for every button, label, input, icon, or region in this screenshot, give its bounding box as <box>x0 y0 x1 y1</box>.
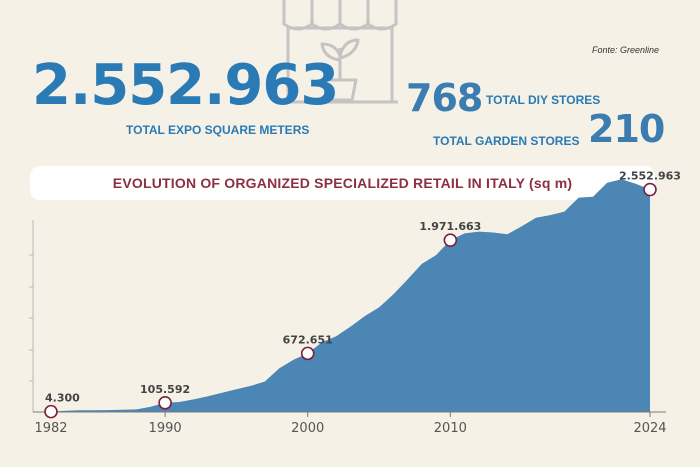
x-tick-label: 2024 <box>633 421 666 436</box>
source-note: Fonte: Greenline <box>592 45 660 55</box>
area-series <box>51 179 650 412</box>
garden-stores-value: 210 <box>588 107 665 151</box>
data-point-marker <box>44 404 58 419</box>
x-tick-label: 1990 <box>149 421 182 436</box>
garden-stores-label: TOTAL GARDEN STORES <box>433 134 580 148</box>
data-label: 2.552.963 <box>619 170 681 183</box>
data-point-marker <box>643 182 657 197</box>
data-label: 1.971.663 <box>419 220 481 233</box>
data-label: 672.651 <box>283 333 333 346</box>
diy-stores-label: TOTAL DIY STORES <box>486 93 601 107</box>
data-point-marker <box>300 346 315 361</box>
data-label: 105.592 <box>140 383 190 396</box>
x-tick-label: 2000 <box>291 421 324 436</box>
chart-title-box: EVOLUTION OF ORGANIZED SPECIALIZED RETAI… <box>30 166 655 200</box>
total-sqm-value: 2.552.963 <box>32 53 339 118</box>
x-tick-label: 2010 <box>434 421 467 436</box>
data-label: 4.300 <box>45 392 80 405</box>
total-sqm-label: TOTAL EXPO SQUARE METERS <box>126 123 310 137</box>
chart-title: EVOLUTION OF ORGANIZED SPECIALIZED RETAI… <box>112 175 573 191</box>
x-tick-label: 1982 <box>34 421 67 436</box>
data-point-marker <box>158 395 172 410</box>
diy-stores-value: 768 <box>406 76 483 120</box>
data-point-marker <box>443 233 458 247</box>
storefront-plant-icon <box>282 0 398 104</box>
